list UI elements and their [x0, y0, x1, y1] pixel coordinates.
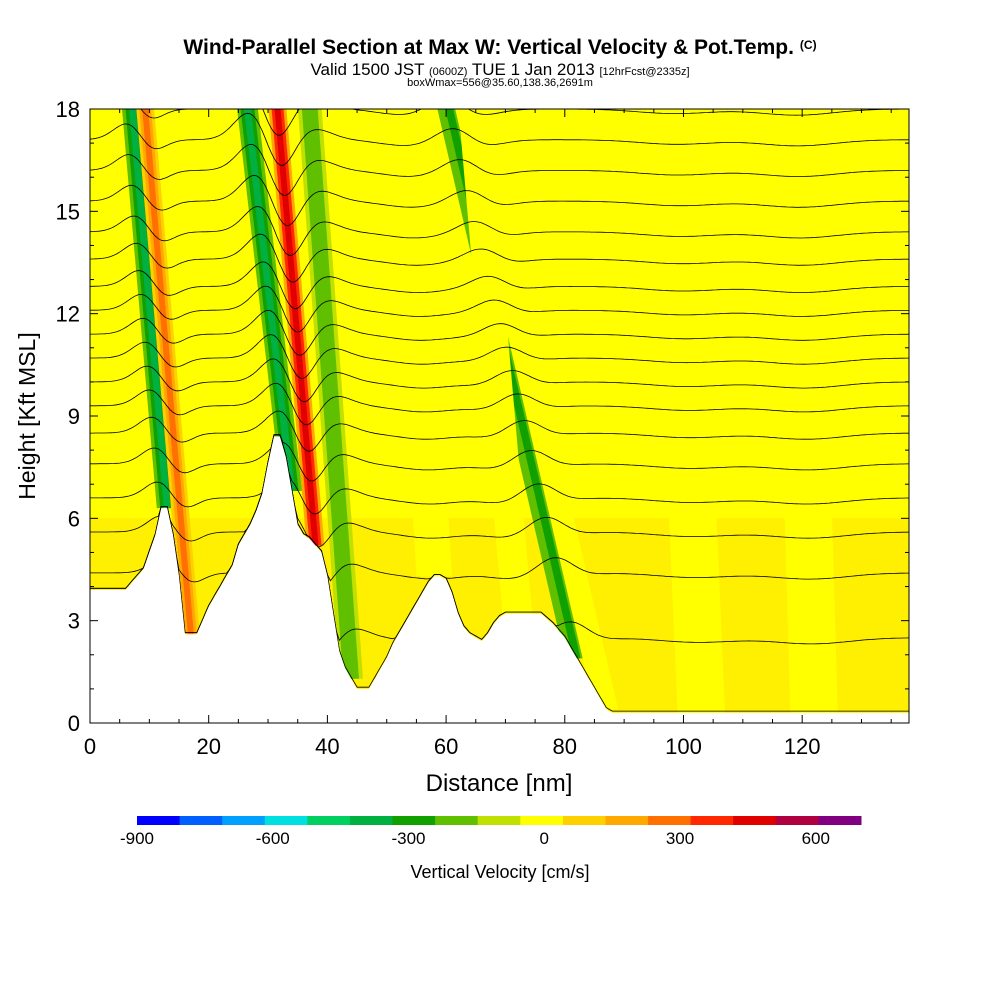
pot-temp-contours: [90, 109, 909, 712]
velocity-band-0: [129, 109, 171, 509]
colorbar-segment: [349, 816, 393, 825]
x-tick-label: 120: [784, 734, 821, 759]
colorbar-tick-label: 600: [802, 829, 830, 848]
colorbar: -900 -600 -300 0 300 600: [120, 816, 862, 848]
colorbar-tick-label: -900: [120, 829, 154, 848]
colorbar-segment: [648, 816, 692, 825]
x-tick-label: 100: [665, 734, 702, 759]
colorbar-segment: [477, 816, 521, 825]
velocity-band-4: [305, 109, 356, 679]
theta-contour-6: [90, 434, 909, 583]
velocity-band-10: [788, 109, 822, 713]
velocity-band-3: [274, 109, 319, 546]
theta-contour-16: [90, 382, 909, 426]
colorbar-segment: [690, 816, 734, 825]
colorbar-tick-label: -300: [391, 829, 425, 848]
axes: 0 20 40 60 80 100 120 0 3 6 9 12 15 18: [56, 97, 909, 759]
box-wmax-info: boxWmax=556@35.60,138.36,2691m: [407, 77, 593, 89]
theta-contour-30: [90, 206, 909, 256]
velocity-band-1: [142, 109, 194, 635]
y-tick-label: 15: [56, 199, 80, 224]
theta-contour-22: [90, 309, 909, 356]
colorbar-segment: [307, 816, 351, 825]
y-tick-label: 12: [56, 302, 80, 327]
theta-contour-20: [90, 334, 909, 379]
velocity-band-2: [244, 109, 296, 491]
y-tick-label: 0: [68, 711, 80, 736]
colorbar-segment: [605, 816, 649, 825]
theta-contour-4: [90, 434, 909, 645]
colorbar-segment: [222, 816, 266, 825]
velocity-band-9: [667, 109, 710, 713]
velocity-band-7: [401, 109, 441, 577]
valid-date: TUE 1 Jan 2013: [471, 60, 595, 79]
y-tick-label: 6: [68, 506, 80, 531]
colorbar-segment: [137, 816, 181, 825]
x-tick-label: 60: [434, 734, 458, 759]
theta-contour-10: [90, 434, 909, 515]
theta-contour-26: [90, 261, 909, 310]
x-tick-label: 40: [315, 734, 339, 759]
colorbar-segment: [818, 816, 862, 825]
x-tick-label: 20: [196, 734, 220, 759]
colorbar-segment: [562, 816, 606, 825]
theta-contour-28: [90, 233, 909, 283]
x-axis-label: Distance [nm]: [426, 770, 573, 797]
theta-contour-38: [140, 109, 909, 136]
y-tick-label: 18: [56, 97, 80, 122]
theta-contour-24: [90, 285, 909, 333]
forecast-info: [12hrFcst@2335z]: [599, 66, 690, 78]
theta-contour-18: [90, 358, 909, 403]
chart-title: Wind-Parallel Section at Max W: Vertical…: [0, 36, 1000, 60]
y-tick-label: 3: [68, 609, 80, 634]
chart-title-main: Wind-Parallel Section at Max W: Vertical…: [183, 36, 794, 59]
colorbar-segment: [435, 816, 479, 825]
y-axis-label: Height [Kft MSL]: [14, 332, 40, 499]
theta-contour-32: [90, 174, 909, 226]
colorbar-tick-label: 300: [666, 829, 694, 848]
valid-time-utc: (0600Z): [428, 66, 468, 78]
y-tick-label: 9: [68, 404, 80, 429]
colorbar-segment: [520, 816, 564, 825]
x-tick-label: 80: [553, 734, 577, 759]
terrain-profile: [90, 436, 909, 723]
colorbar-segment: [733, 816, 777, 825]
x-tick-label: 0: [84, 734, 96, 759]
velocity-band-8: [468, 109, 523, 614]
terrain-layer: [90, 436, 909, 723]
theta-contour-8: [90, 434, 909, 548]
theta-contour-14: [90, 410, 909, 452]
colorbar-segment: [179, 816, 223, 825]
valid-time-prefix: Valid 1500 JST: [310, 60, 425, 79]
theta-contour-36: [90, 112, 909, 166]
colorbar-segment: [775, 816, 819, 825]
chart-subtitle: Valid 1500 JST (0600Z) TUE 1 Jan 2013 [1…: [0, 60, 1000, 80]
theta-contour-12: [90, 434, 909, 482]
chart-title-copyright: (C): [799, 38, 817, 52]
colorbar-tick-label: 0: [540, 829, 549, 848]
colorbar-label: Vertical Velocity [cm/s]: [410, 862, 590, 882]
colorbar-segment: [392, 816, 436, 825]
theta-contour-34: [90, 143, 909, 196]
colorbar-segment: [264, 816, 308, 825]
colorbar-tick-label: -600: [256, 829, 290, 848]
